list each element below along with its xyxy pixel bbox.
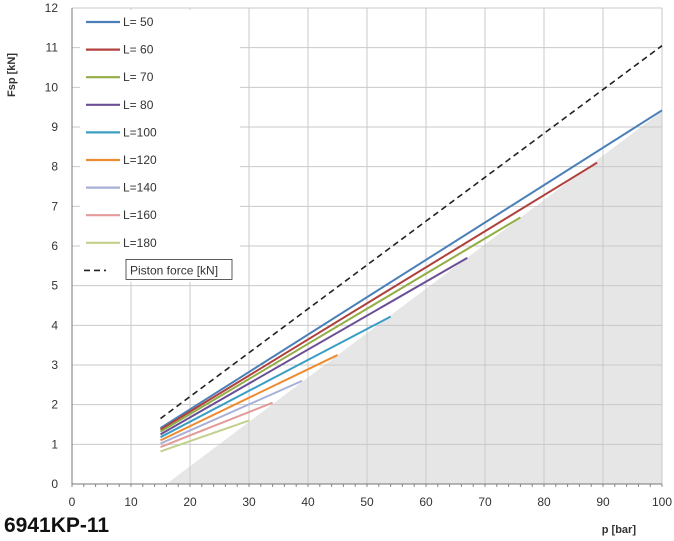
legend-label: L=180 <box>123 236 157 250</box>
y-tick-label: 11 <box>46 41 59 55</box>
y-tick-label: 7 <box>51 199 58 213</box>
legend-label: L= 80 <box>123 98 154 112</box>
x-tick-label: 0 <box>69 495 76 509</box>
x-tick-label: 60 <box>419 495 433 509</box>
x-tick-label: 40 <box>301 495 315 509</box>
legend-background <box>80 10 240 282</box>
x-tick-label: 100 <box>652 495 672 509</box>
legend: L= 50 L= 60 L= 70 L= 80 L=100 L=120 L=140 L=160… <box>80 10 240 282</box>
legend-label: L= 70 <box>123 70 154 84</box>
x-tick-label: 70 <box>478 495 492 509</box>
x-tick-labels: 0 10 20 30 40 50 60 70 80 90 100 <box>69 495 673 509</box>
axes <box>71 8 662 485</box>
legend-label: L= 60 <box>123 43 154 57</box>
series-line <box>160 354 338 442</box>
y-axis-label: Fsp [kN] <box>6 53 18 97</box>
y-tick-label: 10 <box>45 80 59 94</box>
legend-label: L=160 <box>123 208 157 222</box>
legend-label: L=100 <box>123 125 157 139</box>
x-axis-label: p [bar] <box>602 524 637 536</box>
legend-label: Piston force [kN] <box>130 263 218 277</box>
series-line <box>160 419 250 453</box>
x-tick-label: 80 <box>537 495 551 509</box>
y-tick-label: 8 <box>51 160 58 174</box>
legend-label-box <box>125 258 233 280</box>
x-tick-label: 20 <box>183 495 197 509</box>
y-tick-label: 12 <box>45 1 59 15</box>
y-tick-label: 3 <box>51 358 58 372</box>
series-line <box>160 315 392 439</box>
series-line <box>160 401 273 449</box>
series-line <box>159 216 521 433</box>
x-tick-label: 50 <box>360 495 374 509</box>
x-tick-label: 90 <box>596 495 610 509</box>
shaded-region <box>166 111 662 484</box>
x-tick-label: 10 <box>124 495 138 509</box>
y-tick-label: 0 <box>51 477 58 491</box>
legend-label: L= 50 <box>123 15 154 29</box>
series-line <box>160 257 468 436</box>
y-tick-label: 5 <box>51 279 58 293</box>
y-tick-label: 4 <box>51 318 58 332</box>
series-line <box>160 379 303 445</box>
legend-label: L=120 <box>123 153 157 167</box>
series-line <box>159 109 663 429</box>
series-lines <box>159 45 663 453</box>
series-line <box>159 161 598 431</box>
shaded-area <box>166 111 662 484</box>
y-tick-label: 1 <box>51 437 58 451</box>
y-tick-label: 6 <box>51 239 58 253</box>
series-line <box>160 45 663 420</box>
x-tick-label: 30 <box>242 495 256 509</box>
y-tick-label: 9 <box>51 120 58 134</box>
y-tick-label: 2 <box>51 398 58 412</box>
legend-label: L=140 <box>123 181 157 195</box>
figure-caption: 6941KP-11 <box>4 514 110 537</box>
